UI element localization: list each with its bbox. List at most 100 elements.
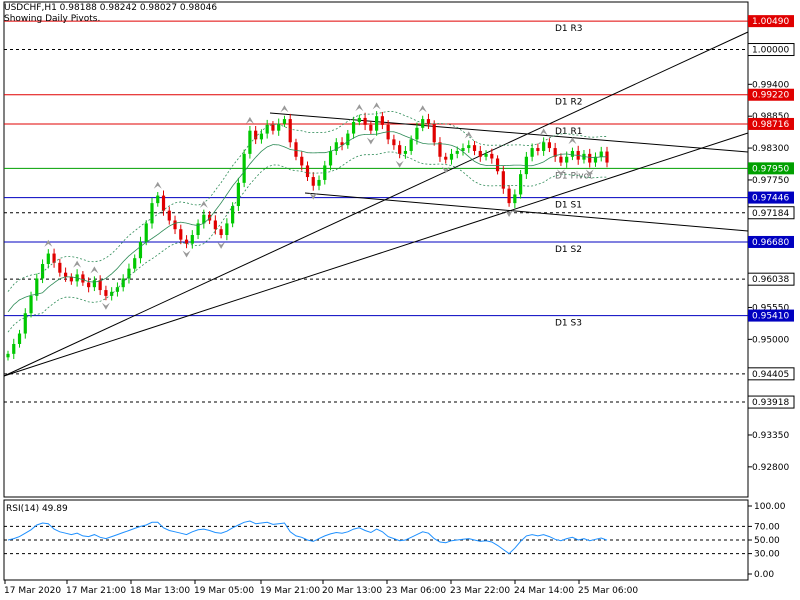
candle-body: [444, 156, 448, 160]
pivot-value-label: 0.96680: [752, 238, 789, 248]
y-tick-label: 0.97750: [752, 176, 789, 186]
pivot-value-box: [748, 235, 794, 248]
candle-body: [467, 145, 471, 149]
candle-body: [421, 119, 425, 128]
candle-body: [490, 153, 494, 159]
pivot-value-label: 1.00490: [752, 17, 789, 27]
x-tick-label: 19 Mar 05:00: [194, 586, 254, 596]
trendline: [269, 112, 749, 153]
candle-body: [87, 282, 91, 288]
candle-body: [248, 130, 252, 154]
fractal-up-arrow: [418, 105, 427, 113]
candle-body: [288, 119, 292, 143]
candle-body: [173, 220, 177, 230]
candle-body: [35, 278, 39, 296]
candle-body: [547, 142, 552, 149]
pivot-value-box: [748, 15, 794, 28]
fractal-down-arrow: [366, 137, 375, 145]
fractal-up-arrow: [73, 260, 82, 268]
candle-body: [305, 165, 310, 178]
fractal-down-arrow: [309, 192, 318, 200]
candle-body: [213, 220, 217, 230]
dashed-level-label: 1.00000: [752, 46, 789, 56]
x-tick-label: 23 Mar 22:00: [450, 586, 510, 596]
y-tick-label: 0.98300: [752, 144, 789, 154]
rsi-tick-label: 100.00: [754, 502, 786, 512]
fractal-down-arrow: [182, 250, 191, 258]
candle-body: [542, 142, 546, 151]
candle-body: [357, 117, 361, 122]
candle-body: [81, 274, 85, 283]
fractal-up-arrow: [372, 102, 381, 110]
candle-body: [167, 210, 171, 221]
x-tick-label: 25 Mar 06:00: [578, 586, 638, 596]
pivot-value-box: [748, 191, 794, 204]
y-tick-label: 0.92800: [752, 463, 789, 473]
pivot-name-label: D1 R2: [555, 98, 583, 108]
candle-body: [138, 241, 143, 259]
candle-body: [259, 133, 264, 140]
candle-body: [398, 145, 402, 154]
candle-body: [115, 287, 120, 292]
y-tick-label: 0.98850: [752, 112, 789, 122]
candle-body: [380, 116, 384, 125]
candle-body: [484, 153, 488, 157]
price-panel: 0.99400 0.98850 0.98300 0.97750 0.95550 0.950…: [3, 1, 795, 498]
trendline: [3, 31, 749, 377]
fractal-up-arrow: [568, 137, 577, 145]
rsi-tick-label: 70.00: [754, 522, 780, 532]
fractal-up-arrow: [539, 128, 548, 136]
candle-body: [328, 150, 333, 166]
candle-body: [369, 124, 373, 131]
pivot-value-label: 0.97446: [752, 194, 789, 204]
lower-band: [7, 151, 607, 333]
trendline: [3, 132, 749, 377]
fractal-up-arrow: [199, 200, 208, 208]
pivot-value-box: [748, 88, 794, 101]
candle-body: [472, 145, 477, 151]
dashed-level-box: [747, 43, 795, 57]
candle-body: [553, 148, 557, 157]
candle-body: [225, 223, 229, 236]
candle-body: [449, 153, 454, 160]
candle-body: [507, 188, 511, 204]
pivot-name-label: D1 R3: [555, 24, 583, 34]
candle-body: [403, 150, 408, 154]
candle-body: [29, 295, 33, 314]
price-panel-frame: [3, 1, 749, 498]
pivot-value-label: 0.99220: [752, 91, 789, 101]
fractal-up-arrow: [280, 105, 289, 113]
candle-body: [317, 179, 321, 186]
dashed-level-box: [747, 272, 795, 286]
x-tick-label: 18 Mar 13:00: [130, 586, 190, 596]
fractal-up-arrow: [245, 116, 254, 124]
candle-body: [455, 150, 459, 154]
candle-body: [69, 276, 73, 282]
candle-body: [599, 151, 603, 157]
candle-body: [202, 214, 206, 224]
fractal-down-arrow: [441, 166, 450, 174]
candle-body: [98, 280, 102, 291]
candle-body: [386, 124, 390, 140]
fractal-up-arrow: [153, 181, 162, 189]
pivot-name-label: D1 Pivot: [555, 171, 593, 181]
candle-body: [340, 142, 344, 146]
candle-body: [63, 272, 68, 277]
candle-body: [17, 333, 22, 344]
fractal-up-arrow: [44, 239, 53, 247]
trendline: [304, 192, 749, 232]
upper-band: [7, 110, 608, 292]
candle-body: [265, 124, 269, 134]
candle-body: [121, 278, 125, 288]
pivot-value-box: [748, 117, 794, 130]
time-axis: 17 Mar 2020 17 Mar 21:00 18 Mar 13:00 19 Ma…: [4, 580, 638, 596]
candle-body: [196, 223, 200, 236]
pivot-name-label: D1 S2: [555, 245, 582, 255]
candle-body: [219, 229, 223, 236]
candle-body: [282, 119, 287, 124]
rsi-tick-label: 50.00: [754, 536, 780, 546]
candle-body: [530, 148, 534, 157]
candle-body: [346, 133, 350, 146]
rsi-tick-label: 0.00: [754, 570, 774, 580]
dashed-level-label: 0.94405: [752, 370, 789, 380]
